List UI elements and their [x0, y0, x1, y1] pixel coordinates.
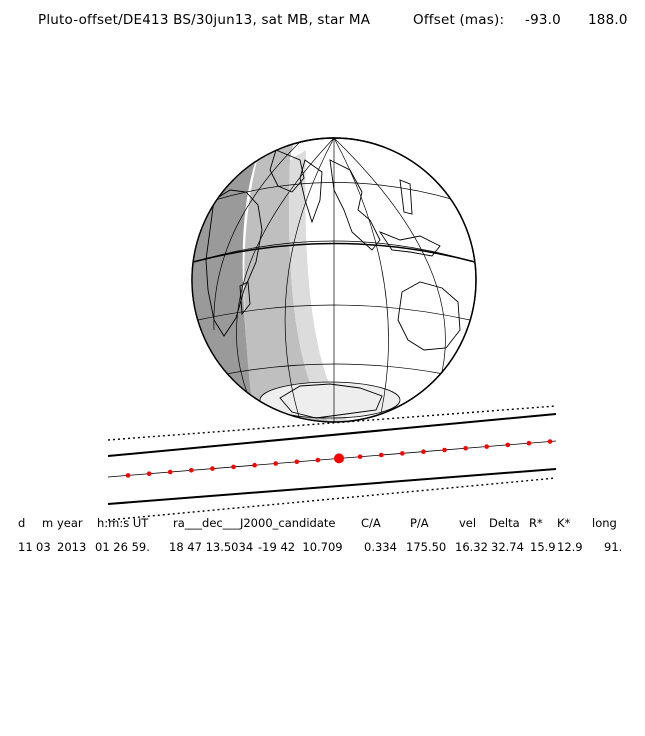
col-label-day: d [18, 516, 26, 530]
minute-marker [378, 452, 384, 458]
offset-x-value: -93.0 [525, 12, 561, 28]
occultation-map [107, 137, 557, 521]
col-label-kstar: K* [557, 516, 571, 530]
equator-line [192, 242, 476, 263]
val-delta: 32.74 [491, 540, 524, 554]
minute-marker [146, 471, 152, 477]
minute-marker [400, 451, 405, 456]
minute-marker [526, 440, 532, 446]
minute-marker [273, 461, 279, 466]
minute-marker [505, 442, 511, 448]
minute-marker [315, 457, 321, 463]
val-time: 01 26 59. [95, 540, 150, 554]
val-pa: 175.50 [406, 540, 447, 554]
coastline-antarctica [279, 383, 383, 419]
south-limit-line [107, 468, 557, 505]
table-header-row: d m year h:m:s UT ra___dec___J2000_candi… [0, 516, 645, 532]
val-day: 11 [18, 540, 33, 554]
offset-y-value: 188.0 [588, 12, 628, 28]
minute-marker [231, 464, 236, 470]
minute-marker [294, 459, 300, 465]
minute-marker [189, 468, 194, 473]
meridian-line [284, 138, 335, 421]
val-dec: -19 42 10.709 [258, 540, 343, 554]
parallel-line [214, 182, 456, 201]
time-markers [125, 439, 553, 478]
coastline-indonesia [378, 231, 441, 257]
minute-marker [357, 454, 363, 460]
offset-label: Offset (mas): [413, 12, 505, 28]
north-limit-line [107, 413, 557, 457]
table-value-row: 11 03 2013 01 26 59. 18 47 13.5034 -19 4… [0, 540, 645, 556]
col-label-month: m [42, 516, 54, 530]
earth-globe [191, 137, 477, 423]
coastline-australia [397, 281, 461, 351]
medium-shade-band [244, 138, 330, 422]
coastline-madagascar [239, 281, 251, 316]
centerline [107, 440, 557, 478]
minute-marker [167, 469, 173, 475]
coastline-arabia [269, 149, 305, 193]
val-ca: 0.334 [364, 540, 397, 554]
minute-marker [421, 449, 426, 455]
val-year: 2013 [57, 540, 87, 554]
meridian-line [333, 138, 446, 381]
col-label-time: h:m:s UT [97, 516, 149, 530]
coastline-newzealand [463, 349, 475, 374]
val-vel: 16.32 [455, 540, 488, 554]
meridian-line [213, 141, 301, 331]
plot-header: Pluto-offset/DE413 BS/30jun13, sat MB, s… [38, 12, 638, 34]
val-ra: 18 47 13.5034 [169, 540, 254, 554]
parallel-line [225, 363, 445, 375]
meridian-line [236, 138, 335, 401]
val-rstar: 15.9 [530, 540, 556, 554]
coastline-philippines [399, 179, 413, 215]
plot-title: Pluto-offset/DE413 BS/30jun13, sat MB, s… [38, 12, 371, 28]
minute-marker [463, 446, 468, 451]
parallel-line [193, 240, 475, 263]
minute-marker [210, 466, 215, 471]
col-label-ca: C/A [361, 516, 381, 530]
minute-marker [125, 473, 131, 478]
minute-marker [484, 444, 490, 449]
val-long: 91. [604, 540, 623, 554]
col-label-pa: P/A [410, 516, 429, 530]
shadow-path [107, 405, 557, 521]
coastline-seasia [329, 159, 381, 251]
val-kstar: 12.9 [557, 540, 583, 554]
polar-ellipse [259, 381, 401, 419]
col-label-vel: vel [459, 516, 477, 530]
col-label-radec: ra___dec___J2000_candidate [173, 516, 336, 530]
val-month: 03 [36, 540, 51, 554]
minute-marker [547, 439, 553, 444]
col-label-long: long [592, 516, 617, 530]
closest-approach-marker [334, 453, 344, 464]
coastline-india [299, 159, 323, 224]
col-label-year: year [57, 516, 83, 530]
minute-marker [442, 447, 447, 453]
col-label-delta: Delta [489, 516, 520, 530]
meridian-line [333, 138, 389, 419]
coastline-africa [205, 189, 263, 337]
col-label-rstar: R* [529, 516, 543, 530]
parallel-line [197, 304, 471, 321]
minute-marker [252, 462, 257, 468]
light-shade-band [289, 150, 350, 422]
